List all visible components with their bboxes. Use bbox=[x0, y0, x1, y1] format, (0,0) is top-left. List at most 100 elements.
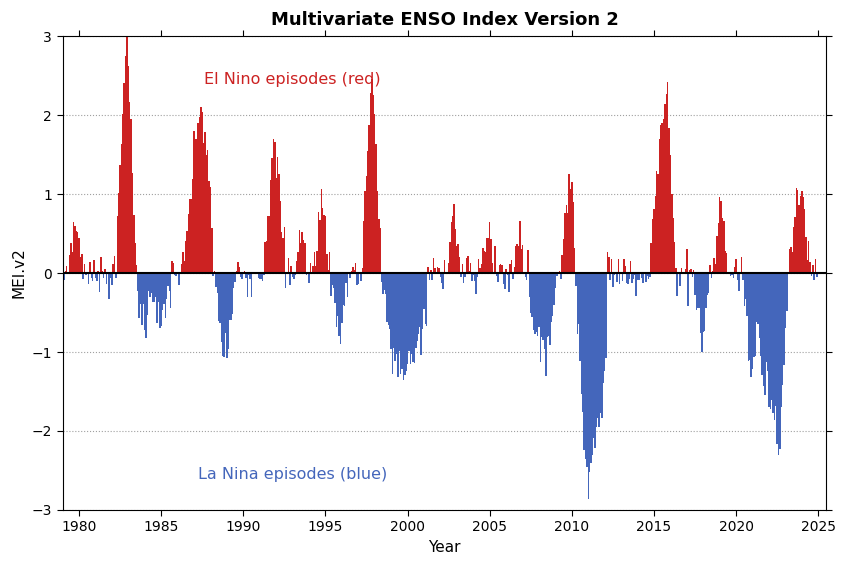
Bar bbox=[735, 259, 737, 273]
Bar bbox=[449, 242, 451, 273]
Bar bbox=[166, 273, 167, 299]
Bar bbox=[778, 273, 779, 455]
Bar bbox=[74, 226, 75, 273]
Bar bbox=[605, 273, 607, 358]
Bar bbox=[182, 252, 184, 273]
Bar bbox=[69, 255, 70, 273]
Bar bbox=[421, 273, 423, 329]
Bar bbox=[262, 273, 263, 281]
Bar bbox=[599, 273, 600, 427]
Bar bbox=[381, 273, 382, 282]
Bar bbox=[322, 208, 323, 273]
Bar bbox=[537, 273, 538, 336]
Bar bbox=[336, 273, 338, 327]
Bar bbox=[521, 250, 522, 273]
Bar bbox=[158, 273, 159, 302]
Bar bbox=[461, 264, 463, 273]
Bar bbox=[316, 251, 318, 273]
Bar bbox=[809, 262, 811, 273]
Bar bbox=[103, 273, 104, 278]
Bar bbox=[185, 241, 187, 273]
Bar bbox=[247, 273, 248, 297]
Bar bbox=[619, 273, 621, 284]
Bar bbox=[244, 271, 245, 273]
Bar bbox=[726, 253, 728, 273]
Bar bbox=[177, 272, 178, 273]
Bar bbox=[485, 251, 487, 273]
Bar bbox=[702, 273, 704, 332]
Bar bbox=[773, 273, 774, 413]
Bar bbox=[578, 273, 579, 324]
Bar bbox=[519, 221, 521, 273]
Bar bbox=[791, 251, 793, 273]
Bar bbox=[258, 273, 259, 278]
Bar bbox=[712, 271, 713, 273]
Bar bbox=[613, 273, 615, 275]
Bar bbox=[98, 273, 100, 292]
Bar bbox=[280, 201, 281, 273]
Bar bbox=[748, 273, 749, 361]
Bar bbox=[501, 265, 503, 273]
Bar bbox=[425, 273, 426, 324]
Bar bbox=[298, 230, 300, 273]
Bar bbox=[392, 273, 393, 374]
Bar bbox=[265, 242, 266, 273]
Bar bbox=[603, 273, 604, 383]
Bar bbox=[686, 249, 688, 273]
Bar bbox=[198, 117, 200, 273]
Bar bbox=[174, 273, 176, 275]
Bar bbox=[376, 144, 377, 273]
Bar bbox=[153, 273, 155, 302]
Bar bbox=[711, 273, 712, 278]
Bar bbox=[416, 273, 418, 341]
Bar bbox=[359, 273, 360, 274]
Bar bbox=[314, 252, 315, 273]
Bar bbox=[343, 273, 345, 306]
Bar bbox=[571, 182, 572, 273]
Bar bbox=[671, 194, 672, 273]
Bar bbox=[181, 264, 182, 273]
Bar bbox=[568, 174, 570, 273]
Bar bbox=[503, 273, 505, 284]
Bar bbox=[118, 192, 120, 273]
Bar bbox=[133, 215, 135, 273]
Bar bbox=[606, 252, 608, 273]
Bar bbox=[517, 246, 519, 273]
Bar bbox=[189, 199, 191, 273]
Bar bbox=[131, 173, 133, 273]
Bar bbox=[738, 273, 739, 291]
Bar bbox=[666, 94, 667, 273]
Bar bbox=[815, 259, 817, 273]
Bar bbox=[125, 55, 126, 273]
X-axis label: Year: Year bbox=[428, 540, 460, 555]
Bar bbox=[354, 263, 356, 273]
Bar bbox=[95, 273, 96, 278]
Bar bbox=[737, 273, 739, 281]
Bar bbox=[490, 239, 492, 273]
Bar bbox=[273, 139, 274, 273]
Bar bbox=[332, 273, 333, 285]
Bar bbox=[720, 201, 722, 273]
Bar bbox=[655, 196, 656, 273]
Bar bbox=[137, 273, 138, 291]
Bar bbox=[155, 273, 156, 297]
Bar bbox=[572, 203, 574, 273]
Bar bbox=[649, 273, 650, 277]
Bar bbox=[259, 273, 260, 278]
Bar bbox=[387, 273, 388, 322]
Bar bbox=[532, 273, 533, 317]
Bar bbox=[383, 273, 385, 290]
Bar bbox=[762, 273, 764, 387]
Bar bbox=[276, 157, 278, 273]
Bar bbox=[709, 265, 711, 273]
Bar bbox=[318, 212, 320, 273]
Bar bbox=[793, 227, 795, 273]
Bar bbox=[410, 273, 411, 364]
Bar bbox=[304, 243, 305, 273]
Bar bbox=[538, 273, 539, 327]
Bar bbox=[648, 273, 650, 279]
Bar bbox=[301, 232, 303, 273]
Bar bbox=[816, 273, 817, 277]
Bar bbox=[659, 139, 661, 273]
Bar bbox=[631, 273, 633, 283]
